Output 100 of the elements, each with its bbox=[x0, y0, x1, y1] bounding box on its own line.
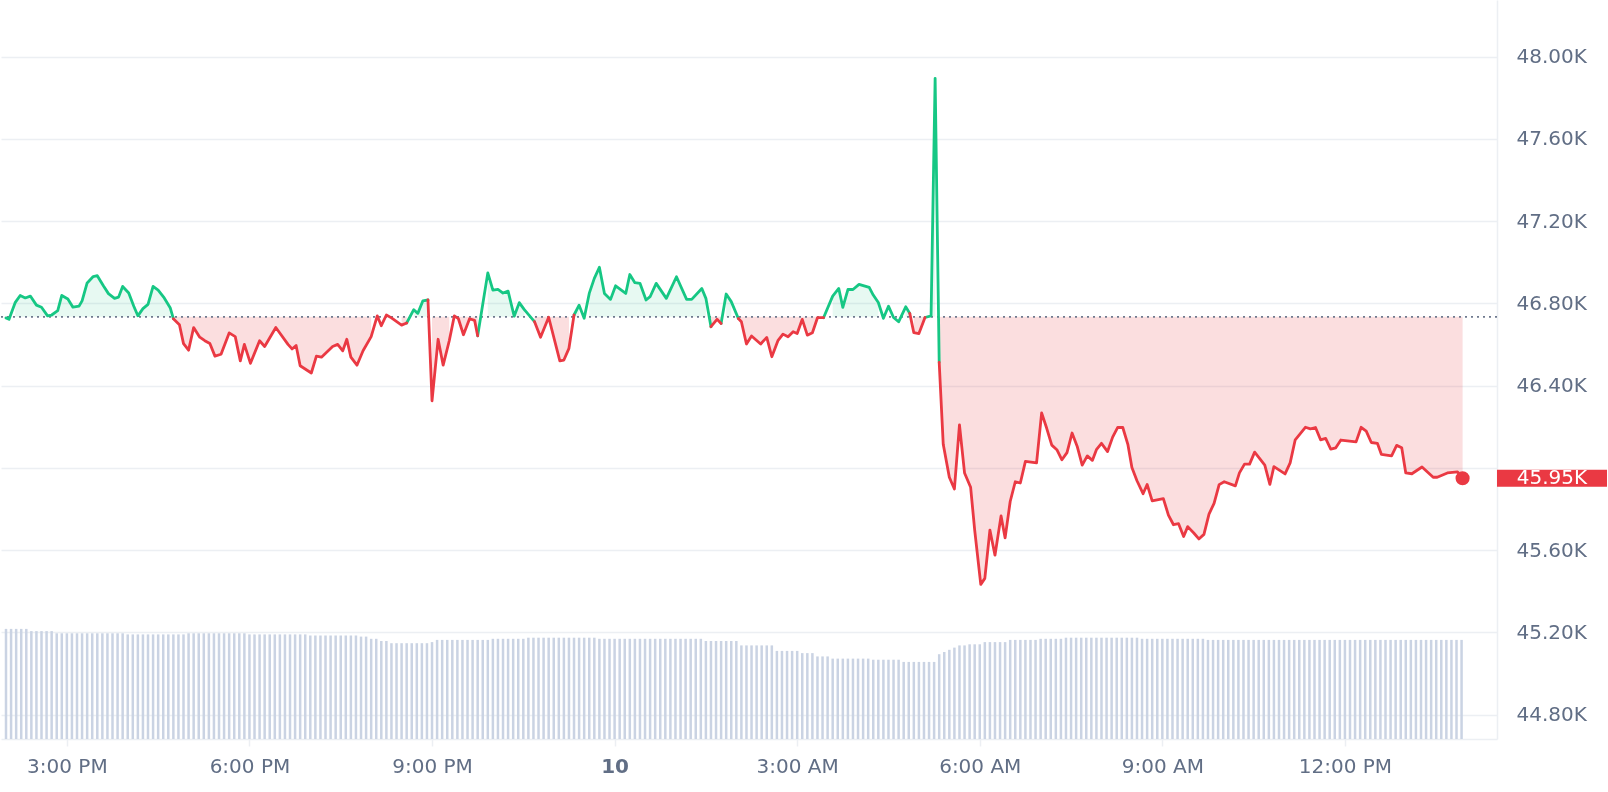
bar bbox=[339, 635, 342, 739]
bar bbox=[309, 635, 312, 739]
bar bbox=[1161, 638, 1164, 739]
y-tick-label: 47.20K bbox=[1516, 208, 1588, 233]
bar bbox=[116, 633, 119, 739]
bar bbox=[1019, 639, 1022, 739]
bar bbox=[1460, 639, 1463, 739]
bar bbox=[476, 639, 479, 739]
bar bbox=[593, 637, 596, 739]
bar bbox=[405, 643, 408, 739]
bar bbox=[608, 638, 611, 739]
bar bbox=[400, 643, 403, 739]
bar bbox=[958, 645, 961, 739]
bar bbox=[831, 658, 834, 739]
bar bbox=[410, 643, 413, 739]
bar bbox=[750, 645, 753, 739]
bar bbox=[1440, 639, 1443, 739]
bar bbox=[801, 653, 804, 739]
x-tick-label: 10 bbox=[601, 753, 630, 778]
bar bbox=[603, 638, 606, 739]
y-tick-label: 46.40K bbox=[1516, 373, 1588, 398]
bar bbox=[679, 638, 682, 739]
bar bbox=[1379, 639, 1382, 739]
bar bbox=[253, 634, 256, 739]
bar bbox=[263, 634, 266, 739]
bar bbox=[613, 638, 616, 739]
bar bbox=[552, 637, 555, 739]
bar bbox=[1257, 639, 1260, 739]
bar bbox=[1399, 639, 1402, 739]
bar bbox=[1024, 639, 1027, 739]
bar bbox=[101, 633, 104, 739]
bar bbox=[1328, 639, 1331, 739]
bar bbox=[669, 638, 672, 739]
bar bbox=[623, 638, 626, 739]
bar bbox=[973, 644, 976, 739]
bar bbox=[1034, 639, 1037, 739]
bar bbox=[182, 634, 185, 739]
bar bbox=[542, 637, 545, 739]
bar bbox=[1394, 639, 1397, 739]
bar bbox=[35, 631, 38, 739]
bar bbox=[745, 645, 748, 739]
bar bbox=[1090, 637, 1093, 739]
bar bbox=[197, 633, 200, 739]
bar bbox=[1455, 639, 1458, 739]
bar bbox=[126, 634, 129, 739]
bar bbox=[456, 639, 459, 739]
x-tick-label: 3:00 PM bbox=[27, 753, 108, 778]
bar bbox=[1298, 639, 1301, 739]
bar bbox=[1384, 639, 1387, 739]
bar bbox=[760, 645, 763, 739]
bar bbox=[740, 645, 743, 739]
bar bbox=[1029, 639, 1032, 739]
bar bbox=[238, 633, 241, 739]
bar bbox=[1318, 639, 1321, 739]
bar bbox=[1171, 638, 1174, 739]
bar bbox=[892, 659, 895, 739]
bar bbox=[96, 633, 99, 739]
bar bbox=[380, 641, 383, 739]
bar bbox=[395, 643, 398, 739]
y-tick-label: 48.00K bbox=[1516, 44, 1588, 69]
bar bbox=[1044, 638, 1047, 739]
bar bbox=[948, 649, 951, 739]
x-tick-label: 12:00 PM bbox=[1298, 753, 1393, 778]
x-tick-label: 9:00 AM bbox=[1121, 753, 1204, 778]
x-tick-label: 9:00 PM bbox=[392, 753, 473, 778]
bar bbox=[1323, 639, 1326, 739]
bar bbox=[1085, 637, 1088, 739]
bar bbox=[674, 638, 677, 739]
bar bbox=[319, 635, 322, 739]
bar bbox=[167, 634, 170, 739]
bar bbox=[268, 634, 271, 739]
bar bbox=[1176, 638, 1179, 739]
bar bbox=[953, 647, 956, 739]
bar bbox=[887, 659, 890, 739]
y-tick-label: 46.80K bbox=[1516, 291, 1588, 315]
bar bbox=[598, 638, 601, 739]
bar bbox=[329, 635, 332, 739]
bar bbox=[1105, 637, 1108, 739]
x-tick-label: 6:00 PM bbox=[209, 753, 291, 778]
bar bbox=[1115, 637, 1118, 739]
bar bbox=[324, 635, 327, 739]
y-tick-label: 47.60K bbox=[1516, 126, 1588, 151]
bar bbox=[694, 638, 697, 739]
bar bbox=[897, 659, 900, 739]
bar bbox=[826, 656, 829, 739]
bar bbox=[461, 639, 464, 739]
x-tick-label: 6:00 AM bbox=[939, 753, 1022, 778]
bar bbox=[1450, 639, 1453, 739]
bar bbox=[243, 633, 246, 739]
bar bbox=[816, 656, 819, 739]
bar bbox=[1227, 639, 1230, 739]
y-tick-label: 45.20K bbox=[1516, 619, 1588, 644]
bar bbox=[111, 633, 114, 739]
bar bbox=[882, 659, 885, 739]
bar bbox=[547, 637, 550, 739]
annotation: 45.95K bbox=[1516, 465, 1589, 490]
bar bbox=[1232, 639, 1235, 739]
bar bbox=[902, 661, 905, 739]
y-tick-label: 44.80K bbox=[1516, 702, 1588, 727]
bar bbox=[618, 638, 621, 739]
